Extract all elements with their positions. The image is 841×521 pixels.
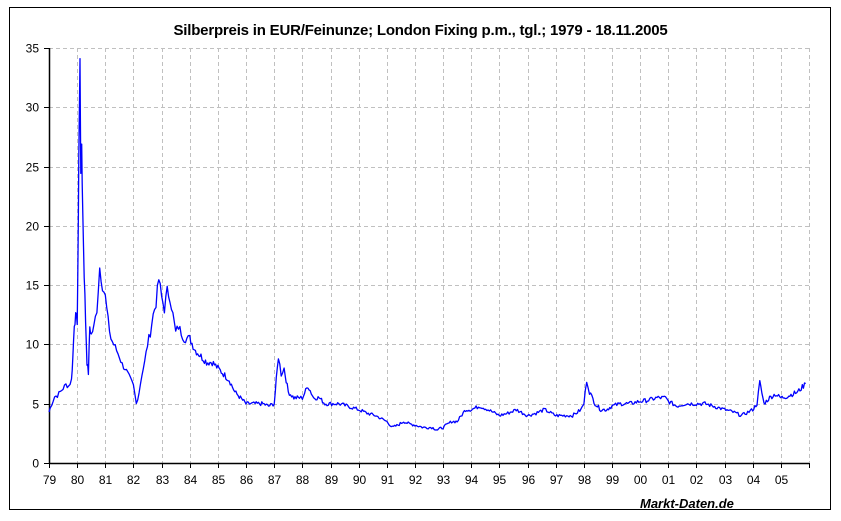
y-tick-label: 0 — [32, 457, 39, 471]
x-tick-label: 85 — [212, 473, 226, 487]
y-tick-label: 20 — [26, 220, 40, 234]
x-tick-label: 05 — [775, 473, 789, 487]
x-tick-label: 82 — [127, 473, 141, 487]
x-tick-label: 96 — [522, 473, 536, 487]
x-tick-label: 99 — [606, 473, 620, 487]
x-tick-label: 98 — [578, 473, 592, 487]
x-tick-label: 79 — [43, 473, 57, 487]
grid-lines — [49, 48, 810, 463]
x-tick-label: 83 — [156, 473, 170, 487]
x-tick-label: 93 — [437, 473, 451, 487]
x-tick-label: 01 — [662, 473, 676, 487]
x-tick-label: 94 — [465, 473, 479, 487]
x-tick-label: 92 — [409, 473, 423, 487]
x-tick-label: 88 — [296, 473, 310, 487]
source-credit: Markt-Daten.de — [640, 496, 734, 511]
y-tick-label: 15 — [26, 279, 40, 293]
y-tick-label: 25 — [26, 161, 40, 175]
x-tick-label: 04 — [747, 473, 761, 487]
x-tick-label: 87 — [268, 473, 282, 487]
y-axis-ticks: 0 5 10 15 20 25 30 35 — [26, 42, 49, 471]
x-tick-label: 03 — [719, 473, 733, 487]
x-tick-label: 86 — [240, 473, 254, 487]
x-tick-label: 00 — [634, 473, 648, 487]
y-tick-label: 10 — [26, 338, 40, 352]
x-tick-label: 95 — [493, 473, 507, 487]
y-tick-label: 35 — [26, 42, 40, 56]
x-tick-label: 90 — [353, 473, 367, 487]
axes — [48, 48, 810, 465]
y-tick-label: 5 — [32, 398, 39, 412]
x-axis-ticks: 79 80 81 82 83 84 85 86 87 88 89 90 91 92 93 94 95 96 97 98… — [43, 463, 810, 487]
chart-title: Silberpreis in EUR/Feinunze; London Fixi… — [173, 22, 668, 39]
x-tick-label: 89 — [325, 473, 339, 487]
x-tick-label: 91 — [381, 473, 395, 487]
x-tick-label: 80 — [71, 473, 85, 487]
x-tick-label: 97 — [550, 473, 564, 487]
x-tick-label: 81 — [99, 473, 113, 487]
silver-price-line — [48, 57, 806, 431]
y-tick-label: 30 — [26, 101, 40, 115]
x-tick-label: 84 — [184, 473, 198, 487]
x-tick-label: 02 — [690, 473, 704, 487]
